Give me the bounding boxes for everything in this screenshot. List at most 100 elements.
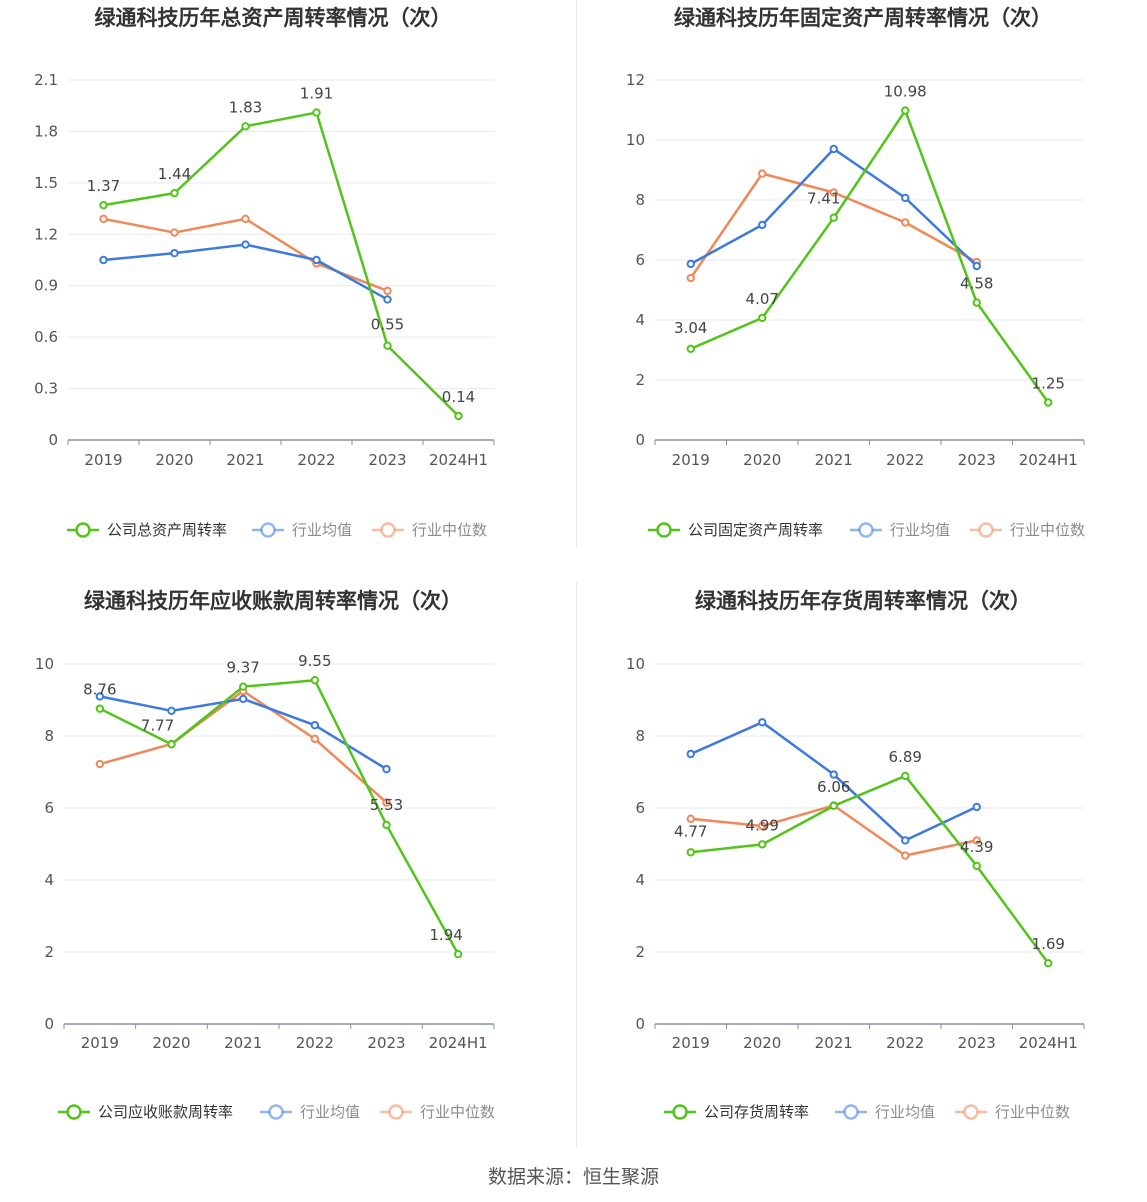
y-tick-label: 1.5 xyxy=(34,174,58,192)
y-tick-label: 0.3 xyxy=(34,380,58,398)
x-tick-label: 2020 xyxy=(743,1034,781,1052)
y-tick-label: 6 xyxy=(635,799,645,817)
data-point-company xyxy=(1044,398,1053,407)
legend-label: 行业均值 xyxy=(875,1103,935,1121)
legend-marker xyxy=(858,522,874,538)
data-point-avg xyxy=(170,248,179,258)
x-tick-label: 2019 xyxy=(84,451,122,469)
y-tick-label: 2.1 xyxy=(34,71,58,89)
y-tick-label: 10 xyxy=(626,655,645,673)
x-tick-label: 2023 xyxy=(367,1034,405,1052)
chart-title: 绿通科技历年总资产周转率情况（次） xyxy=(95,6,452,30)
data-point-median xyxy=(972,836,981,845)
legend-marker xyxy=(963,1104,979,1120)
series-line-company xyxy=(690,774,1050,964)
data-label: 1.91 xyxy=(300,85,333,103)
chart-panel-4: 绿通科技历年存货周转率情况（次） 0 2 4 6 8 10 2019 2020 2021 2022 2… xyxy=(626,589,1085,1121)
data-point-company xyxy=(238,682,248,691)
data-point-avg xyxy=(901,836,910,845)
data-label: 4.07 xyxy=(746,290,779,308)
y-tick-label: 2 xyxy=(635,371,645,389)
y-tick-label: 8 xyxy=(635,727,645,745)
data-point-median xyxy=(170,228,179,237)
legend-label: 公司固定资产周转率 xyxy=(688,521,823,539)
legend-marker xyxy=(388,1104,404,1120)
x-tick-label: 2023 xyxy=(958,451,996,469)
data-point-company xyxy=(901,771,910,781)
data-label: 9.37 xyxy=(226,659,259,677)
data-point-median xyxy=(241,214,250,224)
data-point-median xyxy=(382,798,391,807)
panel-divider-bottom xyxy=(576,582,577,1148)
data-point-company xyxy=(167,740,176,749)
legend-label: 行业中位数 xyxy=(995,1103,1070,1121)
data-point-avg xyxy=(901,193,910,203)
data-point-avg xyxy=(829,770,838,779)
data-label: 6.89 xyxy=(889,748,922,766)
x-tick-label: 2020 xyxy=(155,451,193,469)
data-point-company xyxy=(1044,958,1053,968)
legend-item-avg: 行业均值 xyxy=(835,1103,935,1121)
x-tick-label: 2019 xyxy=(672,451,710,469)
charts-canvas: 绿通科技历年总资产周转率情况（次） 0 0.3 0.6 0.9 1.2 1.5 1.8 2.1 2… xyxy=(34,6,1085,1121)
data-label: 8.76 xyxy=(83,681,116,699)
x-tick-label: 2021 xyxy=(224,1034,262,1052)
data-point-avg xyxy=(238,694,248,704)
data-label: 1.37 xyxy=(87,177,120,195)
x-tick-label: 2024H1 xyxy=(1019,451,1078,469)
legend-item-median: 行业中位数 xyxy=(970,521,1085,539)
data-point-company xyxy=(383,341,392,350)
x-tick-label: 2021 xyxy=(226,451,264,469)
legend-item-company: 公司固定资产周转率 xyxy=(648,521,823,539)
legend-item-company: 公司存货周转率 xyxy=(664,1103,809,1121)
data-point-company xyxy=(241,122,250,131)
data-label: 7.41 xyxy=(807,190,840,208)
data-label: 1.69 xyxy=(1032,935,1065,953)
data-label: 1.83 xyxy=(229,98,262,116)
legend-label: 行业中位数 xyxy=(420,1103,495,1121)
data-point-company xyxy=(454,411,463,421)
x-tick-label: 2019 xyxy=(672,1034,710,1052)
legend-marker xyxy=(843,1104,859,1120)
data-point-company xyxy=(382,820,391,830)
data-label: 4.58 xyxy=(960,275,993,293)
data-point-company xyxy=(95,704,105,713)
y-tick-label: 1.2 xyxy=(34,225,58,243)
data-label: 4.99 xyxy=(746,816,779,834)
data-source-footer: 数据来源：恒生聚源 xyxy=(487,1166,659,1188)
data-point-company xyxy=(829,801,838,811)
series-line-company xyxy=(690,109,1050,404)
x-tick-label: 2020 xyxy=(152,1034,190,1052)
data-point-avg xyxy=(95,692,105,701)
panel-divider-top xyxy=(576,0,577,548)
y-tick-label: 2 xyxy=(635,943,645,961)
y-tick-label: 8 xyxy=(635,191,645,209)
data-label: 3.04 xyxy=(674,319,707,337)
data-label: 1.94 xyxy=(429,926,462,944)
data-label: 0.55 xyxy=(371,316,404,334)
data-point-avg xyxy=(686,749,695,759)
legend-label: 公司存货周转率 xyxy=(704,1103,809,1121)
data-point-company xyxy=(758,313,767,323)
data-point-avg xyxy=(312,255,321,265)
legend-item-avg: 行业均值 xyxy=(260,1103,360,1121)
data-point-company xyxy=(453,949,463,959)
data-point-avg xyxy=(167,706,176,715)
x-tick-label: 2024H1 xyxy=(429,1034,488,1052)
y-tick-label: 12 xyxy=(626,71,645,89)
y-tick-label: 4 xyxy=(635,311,645,329)
data-label: 4.39 xyxy=(960,838,993,856)
legend-label: 行业均值 xyxy=(300,1103,360,1121)
y-tick-label: 0.6 xyxy=(34,328,58,346)
data-label: 1.44 xyxy=(158,165,191,183)
data-point-avg xyxy=(972,802,981,812)
data-label: 9.55 xyxy=(298,652,331,670)
legend-marker xyxy=(380,522,396,538)
y-tick-label: 8 xyxy=(44,727,54,745)
y-tick-label: 6 xyxy=(44,799,54,817)
y-tick-label: 0 xyxy=(48,431,58,449)
data-point-company xyxy=(901,106,910,115)
chart-title: 绿通科技历年存货周转率情况（次） xyxy=(695,589,1031,613)
data-point-company xyxy=(829,213,838,222)
y-tick-label: 0 xyxy=(635,1015,645,1033)
